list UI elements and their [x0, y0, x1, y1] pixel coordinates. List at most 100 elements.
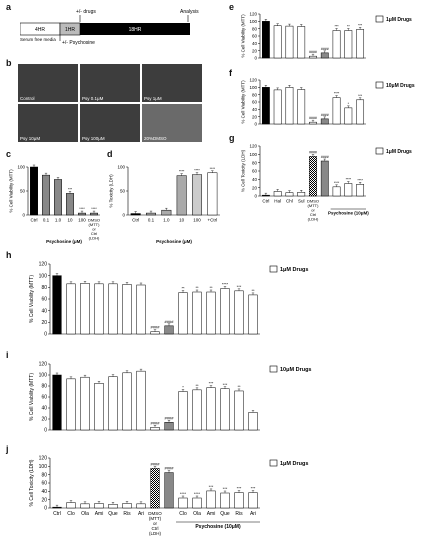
- x-tick-label: Chl: [286, 199, 293, 204]
- significance-label: ####: [165, 415, 175, 420]
- y-tick-label: 0: [44, 428, 47, 434]
- significance-label: ####: [165, 466, 175, 471]
- bar: [248, 294, 258, 335]
- segment-1-label: 4HR: [35, 27, 45, 33]
- y-tick-label: 120: [249, 144, 257, 149]
- bar: [344, 107, 353, 125]
- y-axis-label: % Cell Viability (MTT): [29, 275, 35, 323]
- legend-label: 1μM Drugs: [386, 17, 412, 23]
- panel-label-b: b: [6, 58, 12, 68]
- timeline-diagram: +/- drugs Analysis 4HR 1HR 18HR Serum fr…: [19, 9, 199, 46]
- significance-label: ****: [346, 178, 352, 182]
- bar: [52, 374, 62, 431]
- bar: [90, 212, 98, 216]
- significance-label: ####: [309, 116, 317, 120]
- bar: [54, 179, 62, 216]
- bar: [273, 191, 282, 197]
- panel-label-f: f: [229, 68, 232, 78]
- y-tick-label: 40: [41, 489, 47, 495]
- bar: [297, 192, 306, 197]
- y-tick-label: 0: [22, 213, 25, 218]
- y-tick-label: 0: [44, 506, 47, 512]
- x-tick-label: +Ctrl: [208, 218, 218, 223]
- bar: [320, 52, 329, 59]
- panel-label-a: a: [6, 2, 12, 12]
- y-tick-label: 40: [252, 107, 258, 112]
- y-tick-label: 60: [252, 169, 258, 174]
- segment-2-label: 1HR: [65, 27, 75, 33]
- bar: [356, 184, 365, 197]
- bar: [42, 174, 50, 216]
- micrograph-psy-100: Psy 100μM: [80, 104, 140, 142]
- significance-label: ***: [209, 381, 214, 386]
- x-tick-label: DMSO (MTT) or Ctrl (LDH): [88, 218, 100, 241]
- panel-label-e: e: [229, 2, 235, 12]
- legend-label: 10μM Drugs: [386, 83, 415, 89]
- significance-label: ***: [237, 284, 242, 289]
- significance-label: ****: [222, 282, 229, 287]
- x-tick-label: 10: [67, 218, 73, 223]
- x-tick-label: Ris: [235, 511, 243, 517]
- chart-j: 0 20 40 60 80 100 120 % Cell Toxicity (LDH) Ctrl…: [29, 456, 308, 536]
- x-tick-label: Ari: [138, 511, 144, 517]
- significance-label: **: [181, 286, 185, 291]
- y-tick-label: 20: [41, 417, 47, 423]
- bar: [150, 427, 160, 431]
- x-tick-label: Hal: [274, 199, 281, 204]
- significance-label: ***: [223, 382, 228, 387]
- bar: [261, 87, 270, 125]
- x-tick-label: Ari: [250, 511, 256, 517]
- y-tick-label: 80: [252, 26, 258, 31]
- significance-label: **: [251, 288, 255, 293]
- legend-swatch: [375, 147, 384, 155]
- x-tick-label: 0.1: [43, 218, 50, 223]
- y-tick-label: 120: [249, 12, 257, 17]
- bar: [207, 172, 218, 216]
- y-tick-label: 120: [39, 456, 48, 462]
- significance-label: ####: [321, 47, 329, 51]
- y-tick-label: 100: [39, 464, 48, 470]
- legend-swatch: [375, 15, 384, 23]
- bar: [178, 391, 188, 431]
- bar: [356, 99, 365, 125]
- micrograph-dmso: 20%DMSO: [142, 104, 202, 142]
- y-tick-label: 60: [41, 481, 47, 487]
- group-label: Psychosine (10μM): [195, 524, 241, 530]
- significance-label: **: [237, 384, 241, 389]
- bar: [66, 502, 76, 509]
- bar: [344, 30, 353, 59]
- x-tick-label: Ctrl: [262, 199, 269, 204]
- y-tick-label: 80: [41, 285, 47, 291]
- bar: [273, 25, 282, 59]
- micrograph-psy-0-1: Psy 0.1μM: [80, 64, 140, 102]
- x-axis-label: Psychosine (μM): [156, 239, 192, 244]
- significance-label: ****: [179, 170, 185, 174]
- bar: [234, 390, 244, 431]
- significance-label: ####: [309, 150, 317, 154]
- bar: [332, 186, 341, 197]
- bar: [94, 283, 104, 335]
- significance-label: ****: [79, 207, 85, 211]
- legend-label: 1μM Drugs: [280, 461, 308, 467]
- y-tick-label: 40: [252, 41, 258, 46]
- bar: [145, 212, 157, 216]
- y-tick-label: 80: [41, 472, 47, 478]
- bar: [108, 283, 118, 335]
- bar: [94, 503, 104, 509]
- significance-label: ***: [358, 94, 363, 98]
- chart-g: 0 20 40 60 80 100 120% Cell Toxicity (LDH) Ctrl…: [241, 144, 412, 222]
- bar: [220, 492, 230, 509]
- y-tick-label: 0: [254, 194, 257, 199]
- bar: [206, 387, 216, 431]
- bar: [178, 497, 188, 509]
- x-tick-label: 1.0: [163, 218, 170, 223]
- y-axis-label: % Cell Toxicity (LDH): [29, 459, 35, 506]
- y-tick-label: 60: [252, 100, 258, 105]
- significance-label: **: [195, 285, 199, 290]
- bar: [285, 25, 294, 59]
- panel-label-g: g: [229, 133, 235, 143]
- panel-label-i: i: [6, 350, 9, 360]
- panel-label-j: j: [6, 444, 9, 454]
- y-tick-label: 50: [20, 189, 26, 194]
- bar: [52, 275, 62, 335]
